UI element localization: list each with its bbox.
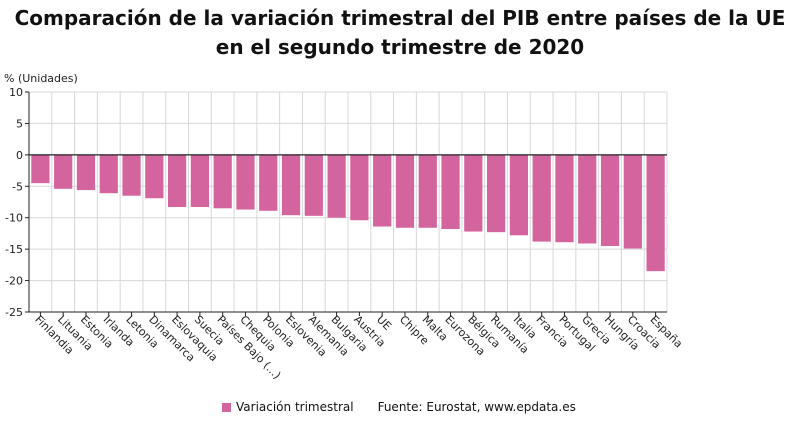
chart-title-line-2: en el segundo trimestre de 2020 — [215, 35, 585, 59]
y-tick-label: -25 — [5, 306, 23, 319]
y-tick-label: -5 — [12, 180, 23, 193]
bar — [578, 154, 597, 244]
legend-swatch — [222, 402, 231, 412]
bar — [145, 154, 164, 199]
y-axis-label: % (Unidades) — [4, 72, 78, 85]
bar — [350, 154, 369, 221]
bar — [76, 154, 96, 191]
bar — [236, 154, 255, 210]
bar — [646, 154, 665, 272]
legend-label: Variación trimestral — [236, 400, 354, 414]
legend: Variación trimestral Fuente: Eurostat, w… — [222, 400, 576, 414]
y-tick-label: -15 — [5, 243, 23, 256]
bar — [213, 154, 232, 209]
chart-title-line-1: Comparación de la variación trimestral d… — [14, 6, 786, 30]
bar — [373, 154, 392, 227]
y-tick-label: -20 — [5, 275, 23, 288]
bar — [167, 154, 187, 208]
y-tick-label: -10 — [5, 212, 23, 225]
y-tick-label: 0 — [16, 149, 23, 162]
bar — [54, 154, 73, 189]
bar — [259, 154, 278, 211]
bar — [122, 154, 141, 196]
bar — [555, 154, 574, 243]
chart-title: Comparación de la variación trimestral d… — [0, 4, 800, 62]
bar — [486, 154, 506, 233]
bar — [304, 154, 323, 216]
bar — [190, 154, 210, 208]
bar — [464, 154, 483, 232]
bar — [623, 154, 642, 249]
y-tick-label: 5 — [16, 117, 23, 130]
bar — [327, 154, 346, 218]
bar — [281, 154, 301, 216]
bar — [441, 154, 460, 230]
source-note: Fuente: Eurostat, www.epdata.es — [377, 400, 576, 414]
bar — [31, 154, 50, 184]
y-tick-label: 10 — [9, 86, 23, 99]
bar — [395, 154, 415, 228]
bar — [99, 154, 118, 194]
bar — [600, 154, 620, 246]
bar — [418, 154, 437, 228]
bar — [509, 154, 529, 236]
bar — [532, 154, 551, 242]
